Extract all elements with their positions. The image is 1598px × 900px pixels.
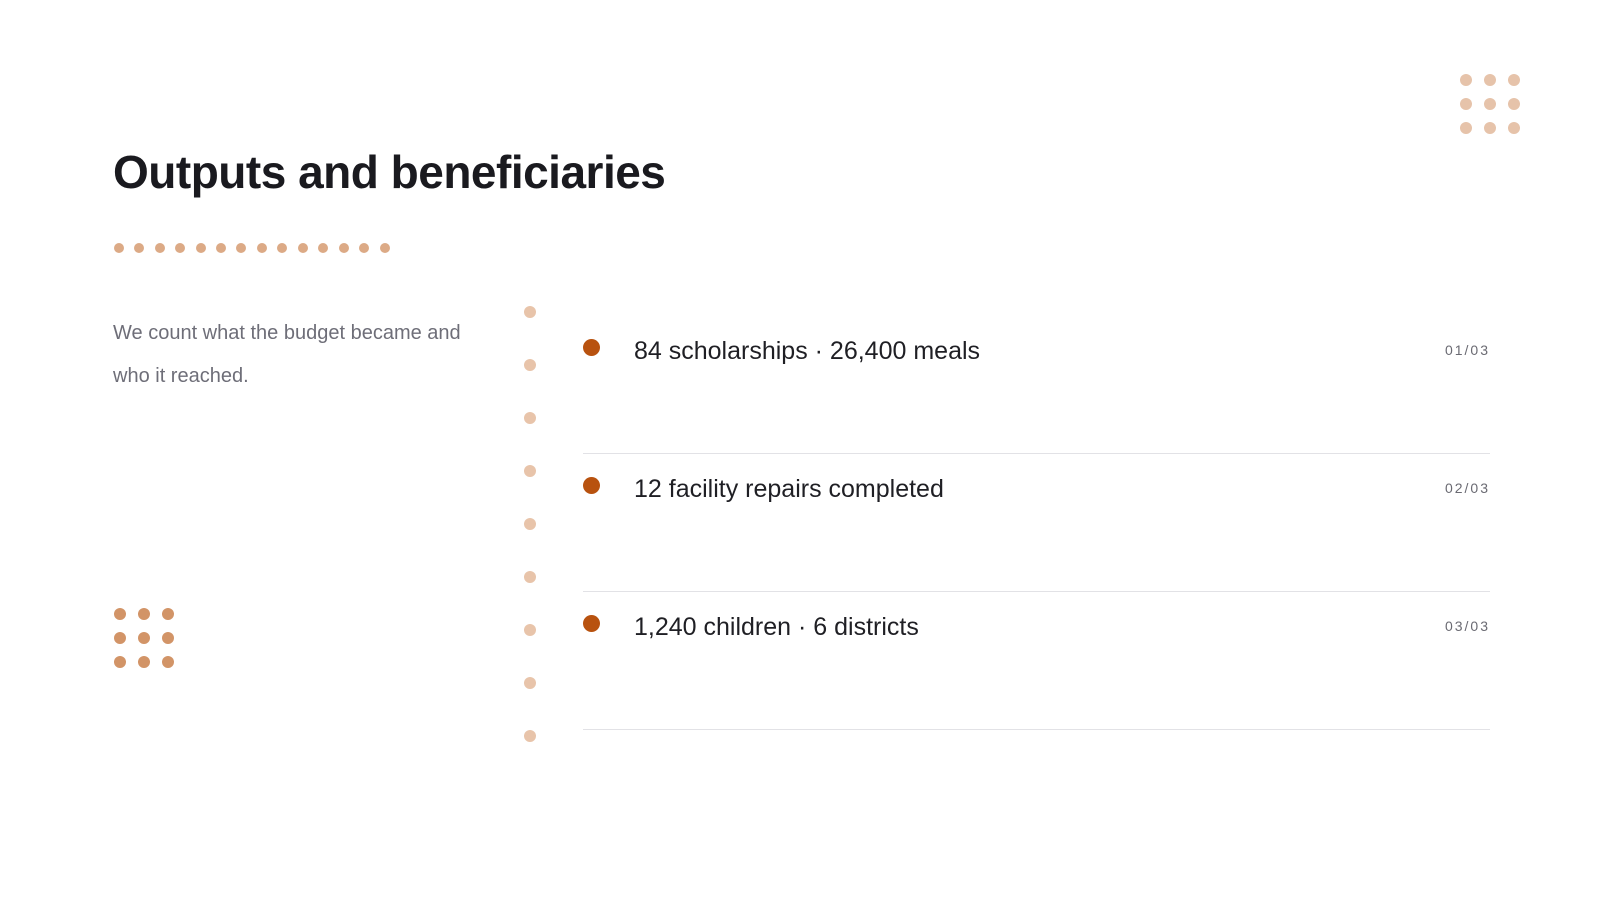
output-item: 12 facility repairs completed 02/03 xyxy=(583,453,1490,592)
dot xyxy=(236,243,246,253)
output-item-text: 84 scholarships · 26,400 meals xyxy=(634,337,981,365)
dot xyxy=(216,243,226,253)
bullet-icon xyxy=(583,615,600,632)
dot xyxy=(138,656,150,668)
dot xyxy=(1460,122,1472,134)
dot xyxy=(114,608,126,620)
output-item-text: 12 facility repairs completed xyxy=(634,475,944,503)
dot xyxy=(162,632,174,644)
dot xyxy=(1484,74,1496,86)
dot xyxy=(524,518,536,530)
dot xyxy=(524,306,536,318)
dot xyxy=(114,656,126,668)
dot xyxy=(196,243,206,253)
bullet-icon xyxy=(583,339,600,356)
dot xyxy=(1508,122,1520,134)
dot xyxy=(524,412,536,424)
page-subtitle: We count what the budget became and who … xyxy=(113,322,461,387)
dot xyxy=(134,243,144,253)
dot xyxy=(339,243,349,253)
dot xyxy=(524,359,536,371)
output-item: 84 scholarships · 26,400 meals 01/03 xyxy=(583,315,1490,454)
dot xyxy=(138,632,150,644)
dot xyxy=(162,608,174,620)
dot xyxy=(1484,98,1496,110)
dot xyxy=(1460,74,1472,86)
dot xyxy=(162,656,174,668)
dot xyxy=(175,243,185,253)
page-title: Outputs and beneficiaries xyxy=(113,146,666,198)
output-item-index: 01/03 xyxy=(1444,342,1490,358)
dot xyxy=(380,243,390,253)
bullet-icon xyxy=(583,477,600,494)
output-item: 1,240 children · 6 districts 03/03 xyxy=(583,591,1490,730)
dot xyxy=(524,571,536,583)
dot xyxy=(138,608,150,620)
dot xyxy=(257,243,267,253)
dot xyxy=(1484,122,1496,134)
dot xyxy=(524,677,536,689)
dot xyxy=(114,243,124,253)
dot xyxy=(155,243,165,253)
output-item-index: 03/03 xyxy=(1444,618,1490,634)
output-item-text: 1,240 children · 6 districts xyxy=(634,613,919,641)
dot xyxy=(524,465,536,477)
dot xyxy=(1460,98,1472,110)
dot xyxy=(298,243,308,253)
dot xyxy=(1508,74,1520,86)
output-item-index: 02/03 xyxy=(1444,480,1490,496)
dot xyxy=(524,730,536,742)
dot xyxy=(277,243,287,253)
dot xyxy=(359,243,369,253)
dot xyxy=(318,243,328,253)
dot xyxy=(524,624,536,636)
dot xyxy=(1508,98,1520,110)
dot xyxy=(114,632,126,644)
